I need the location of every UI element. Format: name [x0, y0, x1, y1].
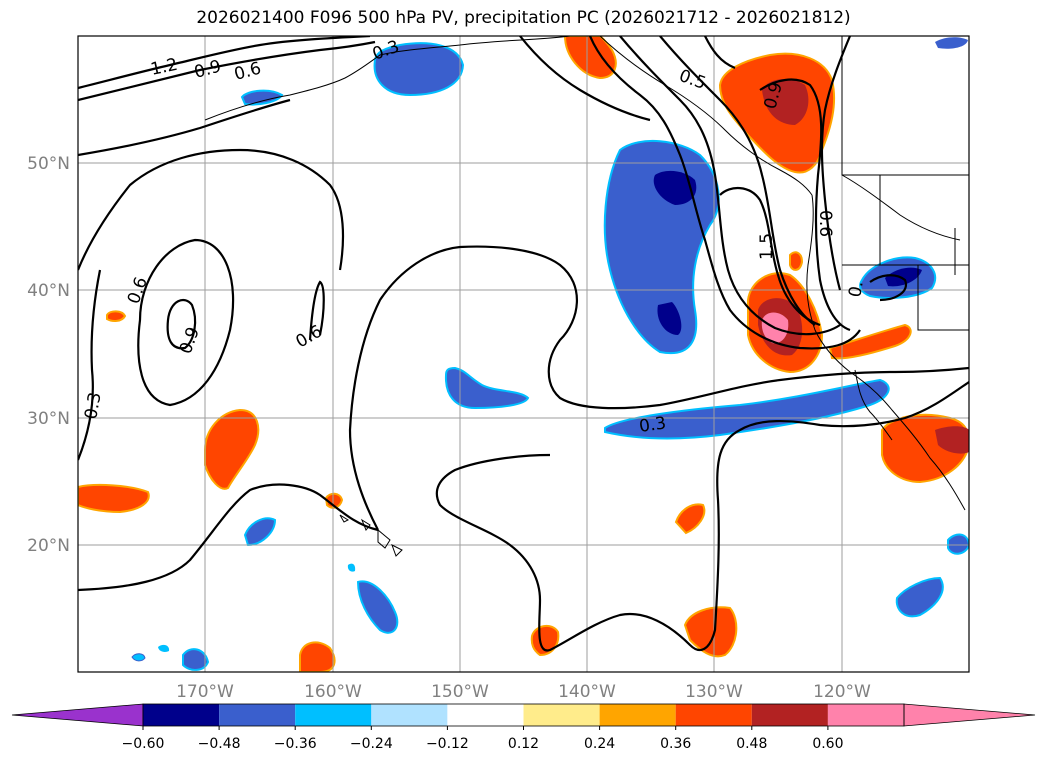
- colorbar-tick-label: −0.24: [350, 736, 393, 752]
- pos-area-mexico-core: [935, 426, 969, 454]
- graticule: [78, 36, 969, 672]
- pos-area-coast-strip: [789, 251, 804, 271]
- lon-tick-label: 120°W: [813, 682, 871, 702]
- negative-precip-areas: [131, 37, 969, 671]
- map-title: 2026021400 F096 500 hPa PV, precipitatio…: [196, 8, 851, 28]
- pos-area-baja-band: [828, 323, 912, 360]
- neg-area-gulf-alaska: [373, 42, 465, 97]
- colorbar-tick-label: −0.48: [198, 736, 241, 752]
- neg-area-small-8: [347, 563, 356, 572]
- colorbar-tick-label: 0.60: [812, 736, 843, 752]
- colorbar-tick-label: −0.36: [274, 736, 317, 752]
- colorbar-bin: [827, 704, 904, 726]
- contour-label: 0.3: [638, 413, 668, 437]
- lon-tick-label: 160°W: [304, 682, 362, 702]
- pos-area-west-2: [78, 483, 150, 514]
- neg-area-ne-pacific-core2: [657, 302, 682, 335]
- neg-area-small-7: [158, 644, 170, 652]
- coastlines: [204, 36, 969, 557]
- neg-area-small-2: [356, 580, 399, 634]
- colorbar-bin: [523, 704, 600, 726]
- lon-tick-label: 140°W: [558, 682, 616, 702]
- colorbar-bin: [219, 704, 296, 726]
- lon-tick-label: 150°W: [431, 682, 489, 702]
- colorbar-tick-label: 0.24: [584, 736, 615, 752]
- colorbar-bin: [675, 704, 752, 726]
- neg-area-aleutian: [240, 89, 284, 106]
- colorbar-bin: [599, 704, 676, 726]
- pos-area-pnw-core: [762, 78, 809, 125]
- pos-area-west-3: [106, 310, 127, 322]
- colorbar-under-extension: [11, 703, 144, 727]
- neg-area-southwest-us-core: [885, 267, 922, 287]
- neg-area-top-right: [935, 37, 968, 49]
- colorbar-over-extension: [903, 703, 1036, 727]
- colorbar-tick-label: 0.36: [660, 736, 691, 752]
- lon-tick-label: 130°W: [685, 682, 743, 702]
- colorbar-tick-label: −0.12: [426, 736, 469, 752]
- neg-area-small-1: [243, 517, 277, 547]
- lat-tick-labels: 50°N 40°N 30°N 20°N: [27, 154, 70, 556]
- pv-contours: [78, 36, 969, 652]
- neg-area-central: [444, 366, 530, 410]
- neg-area-small-4: [947, 533, 969, 555]
- colorbar-tick-label: 0.12: [508, 736, 539, 752]
- contour-label: 0.: [845, 279, 868, 298]
- colorbar: −0.60 −0.48 −0.36 −0.24 −0.12 0.12 0.24 0.36 0.4…: [11, 703, 1036, 752]
- contour-label: 1.5: [757, 233, 777, 260]
- lat-tick-label: 50°N: [27, 154, 70, 174]
- colorbar-bin: [751, 704, 828, 726]
- contour-label: 0.6: [815, 210, 835, 237]
- neg-area-subtropical-band: [604, 378, 890, 440]
- neg-area-small-6: [131, 653, 146, 662]
- lon-tick-labels: 170°W 160°W 150°W 140°W 130°W 120°W: [176, 682, 871, 702]
- colorbar-tick-label: −0.60: [122, 736, 165, 752]
- pos-area-west-1: [204, 408, 260, 490]
- pos-area-hawaii-north: [324, 492, 344, 509]
- neg-area-small-5: [182, 648, 210, 671]
- contour-label: 0.3: [81, 391, 105, 421]
- neg-area-small-3: [895, 576, 944, 618]
- lat-tick-label: 40°N: [27, 281, 70, 301]
- colorbar-bin: [295, 704, 372, 726]
- colorbar-bin: [371, 704, 448, 726]
- lat-tick-label: 20°N: [27, 536, 70, 556]
- lat-tick-label: 30°N: [27, 409, 70, 429]
- neg-area-ne-pacific-core: [653, 170, 697, 205]
- pos-area-south-3: [299, 641, 336, 672]
- colorbar-bin: [447, 704, 524, 726]
- colorbar-bin: [143, 704, 220, 726]
- lon-tick-label: 170°W: [176, 682, 234, 702]
- pos-area-south-1: [683, 606, 738, 658]
- pos-area-mid-south: [674, 503, 706, 535]
- colorbar-tick-label: 0.48: [736, 736, 767, 752]
- map-border: [77, 35, 970, 673]
